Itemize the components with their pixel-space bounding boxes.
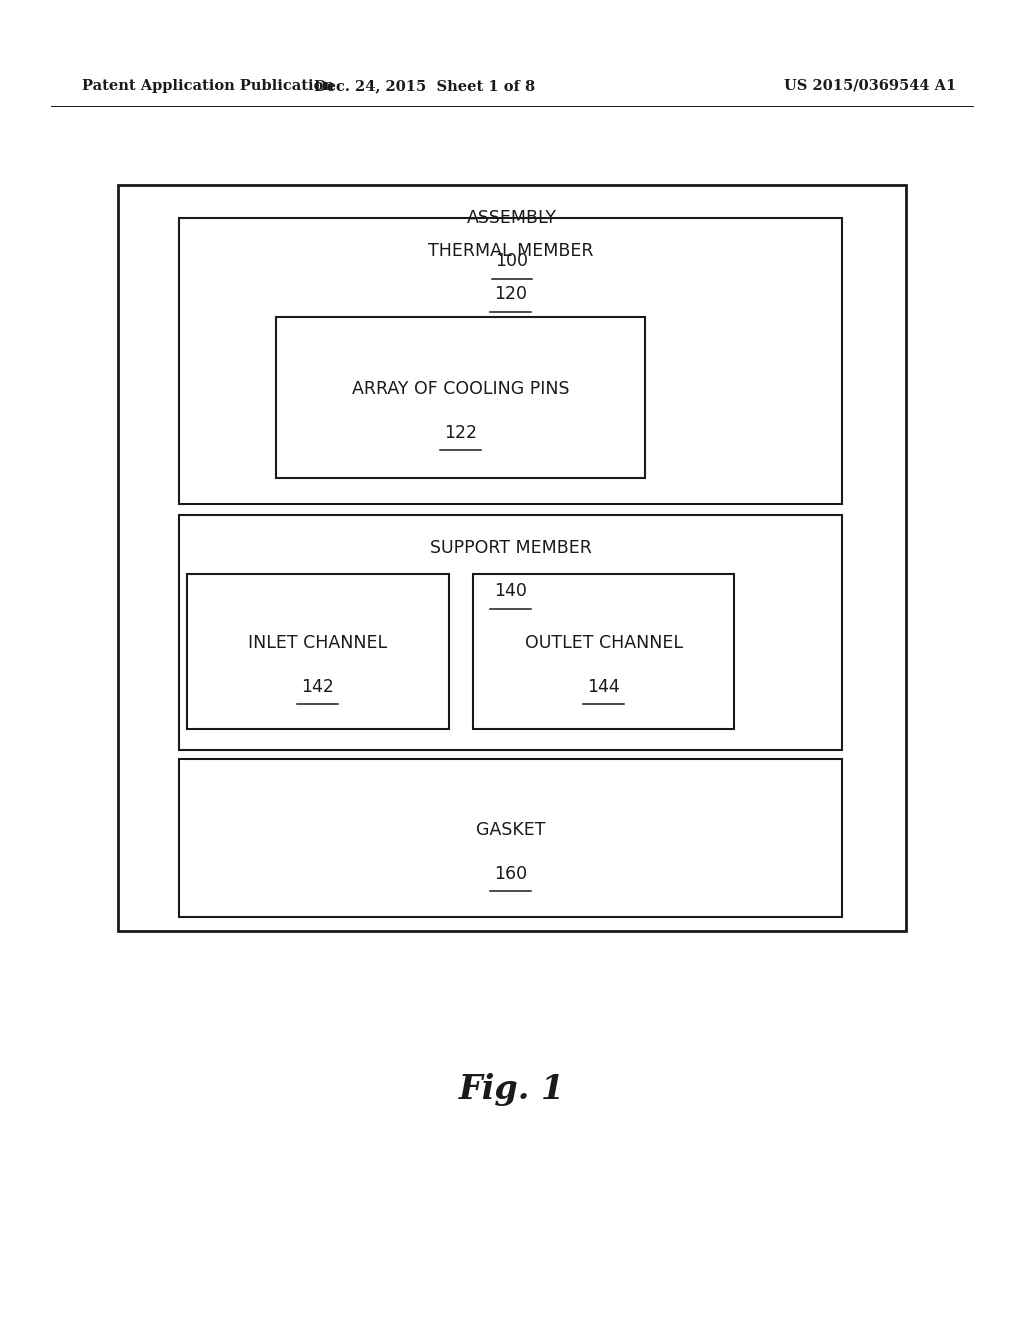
Bar [187, 574, 449, 729]
Text: 140: 140 [494, 582, 527, 601]
Text: ASSEMBLY: ASSEMBLY [467, 209, 557, 227]
Text: THERMAL MEMBER: THERMAL MEMBER [428, 242, 593, 260]
Text: Dec. 24, 2015  Sheet 1 of 8: Dec. 24, 2015 Sheet 1 of 8 [314, 79, 536, 92]
Text: 120: 120 [494, 285, 527, 304]
Text: GASKET: GASKET [476, 821, 545, 840]
Text: 142: 142 [301, 678, 335, 696]
Text: Fig. 1: Fig. 1 [459, 1072, 565, 1106]
Bar [276, 317, 645, 478]
Text: 122: 122 [444, 424, 477, 442]
Bar [118, 185, 906, 931]
Text: Patent Application Publication: Patent Application Publication [82, 79, 334, 92]
Bar [179, 218, 842, 504]
Text: INLET CHANNEL: INLET CHANNEL [249, 635, 387, 652]
Text: ARRAY OF COOLING PINS: ARRAY OF COOLING PINS [352, 380, 569, 399]
Text: 100: 100 [496, 252, 528, 271]
Bar [179, 515, 842, 750]
Bar [179, 759, 842, 917]
Text: US 2015/0369544 A1: US 2015/0369544 A1 [784, 79, 956, 92]
Text: OUTLET CHANNEL: OUTLET CHANNEL [524, 635, 683, 652]
Text: 144: 144 [588, 678, 620, 696]
Text: 160: 160 [494, 865, 527, 883]
Bar [473, 574, 734, 729]
Text: SUPPORT MEMBER: SUPPORT MEMBER [429, 539, 592, 557]
